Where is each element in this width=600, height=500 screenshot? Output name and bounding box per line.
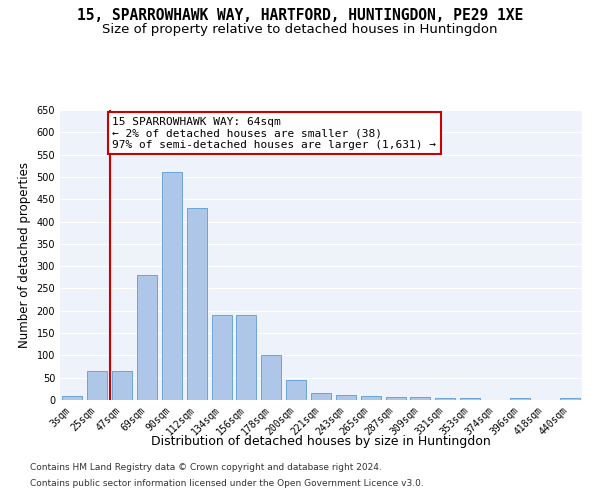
Bar [361,396,380,400]
Text: 15, SPARROWHAWK WAY, HARTFORD, HUNTINGDON, PE29 1XE: 15, SPARROWHAWK WAY, HARTFORD, HUNTINGDO… [77,8,523,22]
Bar [187,208,206,400]
Text: Contains public sector information licensed under the Open Government Licence v3: Contains public sector information licen… [30,478,424,488]
Text: Size of property relative to detached houses in Huntingdon: Size of property relative to detached ho… [102,22,498,36]
Bar [436,398,455,400]
Bar [460,398,480,400]
Text: Contains HM Land Registry data © Crown copyright and database right 2024.: Contains HM Land Registry data © Crown c… [30,464,382,472]
Bar [112,371,132,400]
Bar [88,371,107,400]
Bar [262,356,281,400]
Bar [162,172,182,400]
Bar [386,398,406,400]
Y-axis label: Number of detached properties: Number of detached properties [18,162,31,348]
Bar [510,398,530,400]
Bar [560,398,580,400]
Bar [62,396,82,400]
Bar [236,315,256,400]
Bar [410,398,430,400]
Text: 15 SPARROWHAWK WAY: 64sqm
← 2% of detached houses are smaller (38)
97% of semi-d: 15 SPARROWHAWK WAY: 64sqm ← 2% of detach… [112,116,436,150]
Bar [286,380,306,400]
Bar [137,275,157,400]
Bar [311,394,331,400]
Bar [212,315,232,400]
Text: Distribution of detached houses by size in Huntingdon: Distribution of detached houses by size … [151,435,491,448]
Bar [336,394,356,400]
